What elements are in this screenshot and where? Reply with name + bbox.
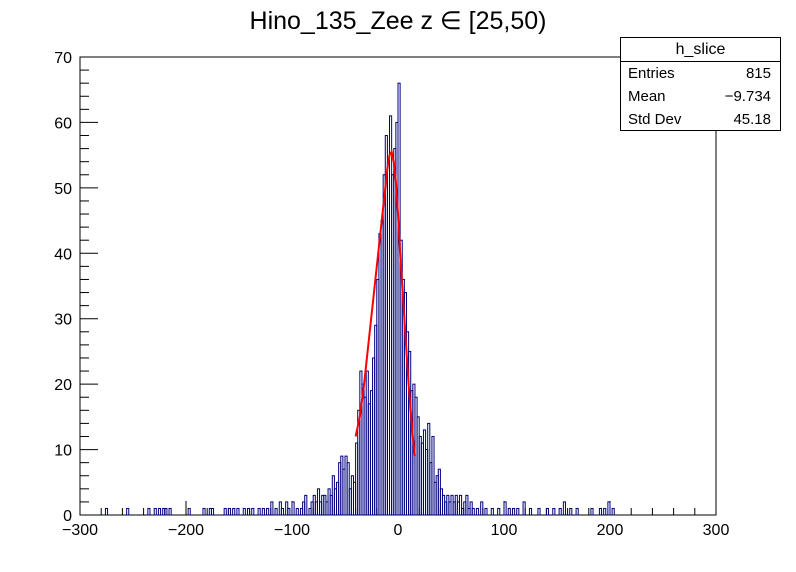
histogram-bar (251, 507, 255, 516)
stddev-value: 45.18 (733, 111, 771, 128)
histogram-bar (291, 501, 295, 516)
histogram-bar (522, 501, 526, 516)
y-tick-label: 50 (54, 181, 72, 198)
histogram-bar (274, 507, 278, 516)
histogram-bar (528, 507, 533, 516)
histogram-bar (490, 507, 494, 516)
histogram-bar (611, 507, 615, 516)
histogram-bar (475, 507, 480, 516)
y-tick-label: 60 (54, 115, 72, 132)
stats-row-mean: Mean −9.734 (621, 85, 780, 108)
histogram-bar (104, 507, 109, 516)
y-tick-label: 30 (54, 312, 72, 329)
histogram-bar (497, 507, 501, 516)
chart-title: Hino_135_Zee z ∈ [25,50) (249, 7, 547, 35)
histogram-bar (590, 507, 594, 516)
y-tick-label: 40 (54, 246, 72, 263)
x-tick-label: 0 (394, 522, 403, 539)
y-tick-label: 70 (54, 50, 72, 67)
y-tick-label: 10 (54, 443, 72, 460)
histogram-bar (569, 507, 573, 516)
x-tick-label: −300 (62, 522, 98, 539)
histogram-bar (187, 507, 191, 516)
x-tick-label: 200 (597, 522, 624, 539)
histogram-bar (202, 507, 206, 516)
histogram-bar (562, 501, 566, 516)
histogram-bar (242, 507, 246, 516)
histogram-bar (575, 507, 579, 516)
histogram-bar (431, 435, 435, 516)
histogram-bar (227, 507, 232, 516)
stats-row-stddev: Std Dev 45.18 (621, 108, 780, 131)
stats-box: h_slice Entries 815 Mean −9.734 Std Dev … (620, 37, 781, 131)
fit-line (354, 149, 416, 457)
y-tick-label: 0 (63, 508, 72, 525)
histogram-bar (153, 507, 157, 516)
x-tick-label: 300 (703, 522, 730, 539)
x-tick-label: 100 (491, 522, 518, 539)
histogram-bar (511, 507, 516, 516)
histogram-bar (503, 501, 507, 516)
histogram-bar (484, 507, 488, 516)
histogram-bar (210, 507, 215, 516)
histogram-bar (157, 507, 162, 516)
histogram-bar (164, 507, 168, 516)
histogram-bar (236, 507, 240, 516)
histogram-bar (552, 507, 556, 516)
histogram-bar (270, 501, 274, 516)
stats-row-entries: Entries 815 (621, 62, 780, 85)
histogram-bar (607, 501, 611, 516)
histogram-bar (471, 507, 475, 516)
histogram-bar (480, 501, 484, 516)
histogram-bar (257, 507, 261, 516)
histogram-bars (104, 82, 615, 516)
histogram-bar (603, 507, 607, 516)
histogram-bar (280, 507, 285, 516)
histogram-bar (304, 494, 308, 516)
histogram-bar (168, 507, 172, 516)
histogram-bar (223, 507, 227, 516)
tick-labels: −300 −200 −100 0 100 200 300 0 10 20 30 40 50 60 70 (54, 50, 729, 539)
histogram-bar (516, 507, 520, 516)
x-tick-label: −200 (168, 522, 204, 539)
histogram-bar (246, 507, 251, 516)
histogram-bar (295, 507, 299, 516)
histogram-bar (507, 507, 511, 516)
histogram-bar (458, 494, 463, 516)
fit-curve (354, 149, 416, 457)
histogram-bar (147, 507, 151, 516)
stddev-label: Std Dev (628, 111, 682, 128)
histogram-bar (126, 507, 130, 516)
histogram-bar (266, 507, 270, 516)
histogram-bar (232, 507, 236, 516)
y-tick-label: 20 (54, 377, 72, 394)
entries-value: 815 (745, 65, 771, 82)
mean-value: −9.734 (724, 88, 771, 105)
histogram-bar (261, 507, 265, 516)
histogram-bar (465, 494, 469, 516)
histogram-bar (545, 507, 550, 516)
histogram-bar (537, 507, 541, 516)
mean-label: Mean (628, 88, 666, 105)
histogram-bar (287, 507, 291, 516)
histogram-bar (598, 507, 603, 516)
histogram-bar (558, 507, 562, 516)
entries-label: Entries (628, 65, 675, 82)
stats-box-title: h_slice (621, 38, 780, 62)
x-tick-label: −100 (274, 522, 310, 539)
